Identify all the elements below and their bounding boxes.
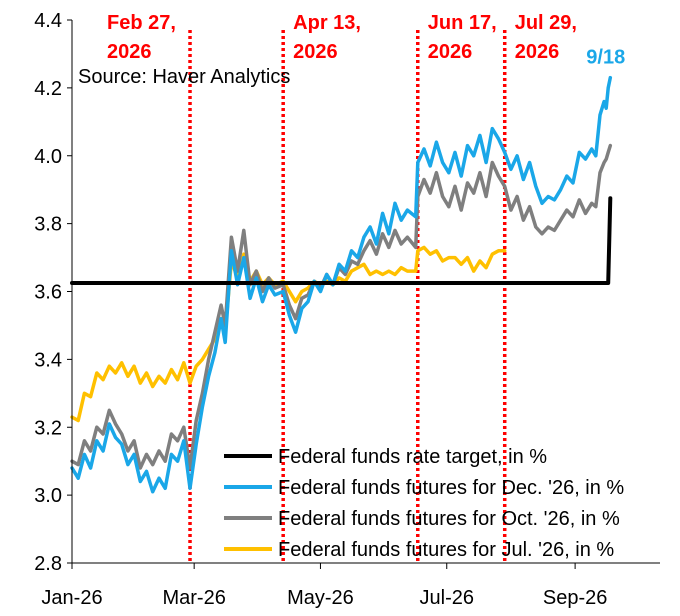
legend-label-0: Federal funds rate target, in % bbox=[278, 446, 547, 468]
y-tick-label-7: 4.2 bbox=[34, 78, 62, 100]
legend: Federal funds rate target, in % Federal f… bbox=[224, 446, 624, 561]
axes: 2.8 3.0 3.2 3.4 3.6 3.8 4.0 4.2 4.4 Jan-26 Mar-26 M… bbox=[34, 10, 660, 609]
event-label-1-line1: Apr 13, bbox=[293, 12, 361, 34]
y-tick-label-4: 3.6 bbox=[34, 282, 62, 304]
event-lines: Feb 27, 2026 Apr 13, 2026 Jun 17, 2026 Jul 29,… bbox=[107, 12, 577, 563]
x-tick-label-0: Jan-26 bbox=[41, 587, 102, 609]
series-line-2 bbox=[70, 143, 613, 470]
x-tick-label-1: Mar-26 bbox=[162, 587, 225, 609]
legend-label-1: Federal funds futures for Dec. '26, in % bbox=[278, 477, 624, 499]
y-tick-label-0: 2.8 bbox=[34, 553, 62, 575]
end-annotation: 9/18 bbox=[586, 47, 625, 69]
series-line-3 bbox=[70, 245, 507, 423]
y-tick-label-1: 3.0 bbox=[34, 485, 62, 507]
event-label-2-line2: 2026 bbox=[428, 41, 473, 63]
y-tick-label-3: 3.4 bbox=[34, 349, 62, 371]
event-label-0-line2: 2026 bbox=[107, 41, 152, 63]
event-label-3-line1: Jul 29, bbox=[515, 12, 577, 34]
series-line-0 bbox=[70, 196, 613, 285]
x-tick-label-4: Sep-26 bbox=[543, 587, 608, 609]
y-tick-label-2: 3.2 bbox=[34, 417, 62, 439]
event-label-1-line2: 2026 bbox=[293, 41, 338, 63]
y-tick-label-5: 3.8 bbox=[34, 214, 62, 236]
legend-label-3: Federal funds futures for Jul. '26, in % bbox=[278, 539, 614, 561]
series-lines: 9/18 bbox=[70, 47, 625, 494]
series-line-1 bbox=[70, 75, 613, 494]
x-tick-label-3: Jul-26 bbox=[420, 587, 474, 609]
legend-label-2: Federal funds futures for Oct. '26, in % bbox=[278, 508, 620, 530]
y-tick-label-8: 4.4 bbox=[34, 10, 62, 32]
event-label-2-line1: Jun 17, bbox=[428, 12, 497, 34]
event-label-0-line1: Feb 27, bbox=[107, 12, 176, 34]
y-tick-label-6: 4.0 bbox=[34, 146, 62, 168]
event-label-3-line2: 2026 bbox=[515, 41, 560, 63]
x-tick-label-2: May-26 bbox=[287, 587, 354, 609]
source-note: Source: Haver Analytics bbox=[78, 66, 290, 88]
